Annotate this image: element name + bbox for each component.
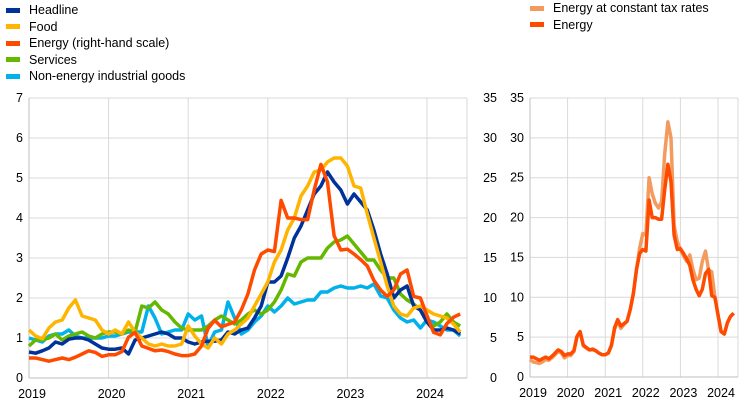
y-tick-label: 5: [517, 330, 524, 344]
legend-label: Food: [29, 19, 58, 34]
legend-label: Energy: [553, 17, 593, 32]
legend-label: Non-energy industrial goods: [29, 69, 186, 84]
x-tick-label: 2020: [557, 386, 585, 400]
y-tick-label: 5: [16, 171, 23, 185]
left-legend: Headline Food Energy (right-hand scale) …: [6, 2, 185, 85]
legend-label: Headline: [29, 3, 79, 18]
x-tick-label: 2023: [336, 387, 364, 401]
y-tick-label: 15: [510, 250, 524, 264]
y-tick-label: 3: [16, 251, 23, 265]
legend-item-energy-right: Energy: [530, 17, 709, 34]
legend-swatch: [6, 7, 20, 13]
y-tick-label: 4: [16, 211, 23, 225]
x-tick-label: 2023: [669, 386, 697, 400]
legend-item-neig: Non-energy industrial goods: [6, 68, 185, 85]
legend-item-food: Food: [6, 19, 185, 36]
y-tick-label: 30: [510, 131, 524, 145]
legend-swatch: [530, 5, 544, 11]
y-tick-label: 6: [16, 131, 23, 145]
legend-label: Energy at constant tax rates: [553, 1, 709, 16]
x-tick-label: 2024: [416, 387, 444, 401]
y-right-tick-label: 0: [490, 371, 497, 385]
legend-label: Energy (right-hand scale): [29, 36, 170, 51]
legend-item-energy-constant-tax: Energy at constant tax rates: [530, 0, 709, 17]
y-tick-label: 0: [16, 371, 23, 385]
x-tick-label: 2021: [594, 386, 622, 400]
y-tick-label: 10: [510, 290, 524, 304]
x-tick-label: 2021: [177, 387, 205, 401]
series-line-energy-at-constant-tax-rates: [528, 120, 735, 366]
series-line-energy-right-hand-scale: [29, 162, 461, 363]
series-line-headline: [28, 170, 462, 356]
legend-swatch: [6, 40, 20, 46]
legend-label: Services: [29, 52, 77, 67]
x-tick-label: 2022: [632, 386, 660, 400]
y-right-tick-label: 10: [483, 291, 497, 305]
x-tick-label: 2020: [98, 387, 126, 401]
y-tick-label: 7: [16, 91, 23, 105]
x-tick-label: 2019: [18, 387, 46, 401]
series-line-food: [27, 156, 462, 350]
y-right-tick-label: 25: [483, 171, 497, 185]
y-right-tick-label: 15: [483, 251, 497, 265]
y-tick-label: 20: [510, 211, 524, 225]
x-tick-label: 2022: [257, 387, 285, 401]
y-tick-label: 0: [517, 370, 524, 384]
y-tick-label: 2: [16, 291, 23, 305]
legend-swatch: [530, 22, 544, 28]
x-tick-label: 2019: [519, 386, 547, 400]
legend-swatch: [6, 57, 20, 63]
legend-item-services: Services: [6, 52, 185, 69]
x-tick-label: 2024: [707, 386, 735, 400]
y-tick-label: 35: [510, 91, 524, 105]
legend-item-headline: Headline: [6, 2, 185, 19]
right-legend: Energy at constant tax rates Energy: [530, 0, 709, 33]
legend-swatch: [6, 24, 20, 30]
y-right-tick-label: 35: [483, 91, 497, 105]
series-line-energy: [530, 162, 735, 363]
y-tick-label: 1: [16, 331, 23, 345]
series-line-non-energy-industrial-goods: [28, 282, 462, 348]
legend-swatch: [6, 73, 20, 79]
y-tick-label: 25: [510, 171, 524, 185]
y-right-tick-label: 30: [483, 131, 497, 145]
y-right-tick-label: 20: [483, 211, 497, 225]
legend-item-energy: Energy (right-hand scale): [6, 35, 185, 52]
y-right-tick-label: 5: [490, 331, 497, 345]
